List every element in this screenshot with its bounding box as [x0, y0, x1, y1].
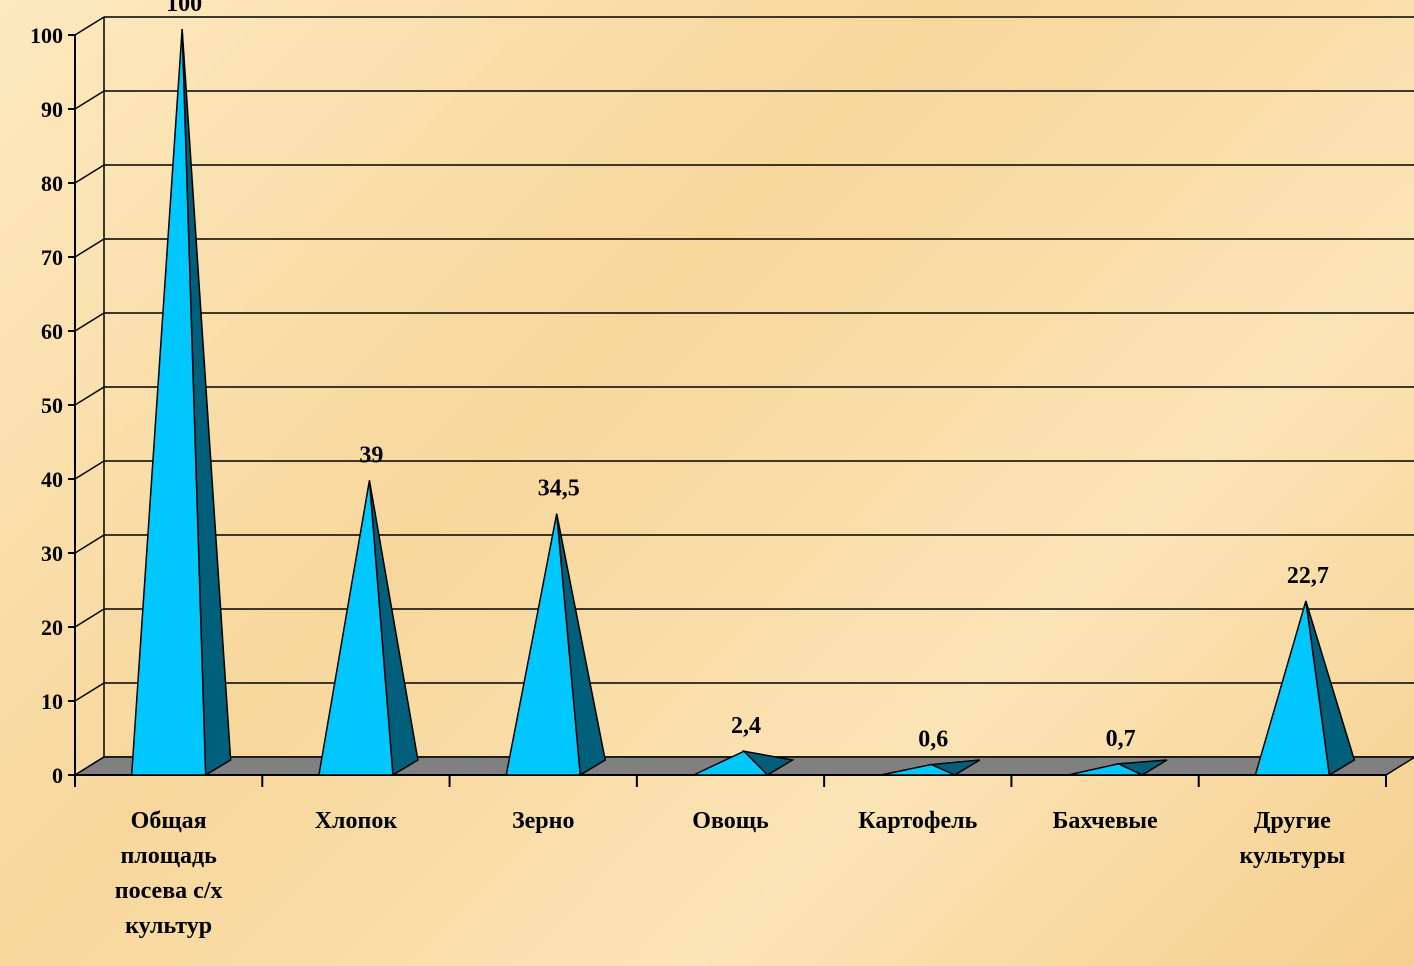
grid-diagonal [74, 386, 105, 406]
grid-diagonal [74, 312, 105, 332]
category-label: Хлопок [315, 808, 398, 834]
category-label: Овощь [692, 808, 769, 834]
category-label: Зерно [512, 808, 575, 834]
data-label: 0,6 [918, 727, 948, 753]
category-label-line: посева с/х [115, 878, 223, 904]
category-label: Картофель [858, 808, 977, 834]
grid-diagonal [74, 608, 105, 628]
cone-front [130, 28, 207, 776]
y-tick-label: 60 [41, 319, 63, 344]
category-label-line: Зерно [512, 808, 575, 834]
y-tick-label: 10 [41, 689, 63, 714]
category-label: Другие культуры [1240, 808, 1346, 869]
category-label-line: Овощь [692, 808, 769, 834]
y-tick-label: 40 [41, 467, 63, 492]
cone-front [1254, 600, 1331, 776]
category-label-line: площадь [120, 843, 217, 869]
category-label-line: Другие [1254, 808, 1331, 834]
grid-diagonal [74, 682, 105, 702]
y-tick-label: 70 [41, 245, 63, 270]
category-label-line: культуры [1240, 843, 1346, 869]
cone-front [1067, 763, 1143, 776]
grid-diagonal [74, 16, 105, 36]
data-label: 2,4 [731, 713, 761, 739]
category-label: Бахчевые [1052, 808, 1158, 834]
category-label-line: Бахчевые [1052, 808, 1158, 834]
data-label: 0,7 [1106, 726, 1136, 752]
category-label-line: Картофель [858, 808, 977, 834]
grid-diagonal [74, 164, 105, 184]
cone-front [505, 513, 582, 776]
cone-front [693, 750, 770, 776]
y-tick-label: 30 [41, 541, 63, 566]
grid-diagonal [74, 90, 105, 110]
cone-front [880, 763, 956, 776]
data-label: 22,7 [1287, 563, 1329, 589]
category-label-line: Общая [131, 808, 207, 834]
data-label: 100 [166, 0, 202, 17]
y-tick-label: 20 [41, 615, 63, 640]
y-tick-label: 90 [41, 97, 63, 122]
grid-diagonal [74, 460, 105, 480]
category-label: Общая площадь посева с/х культур [115, 808, 223, 939]
data-label: 39 [359, 442, 383, 468]
y-tick-label: 50 [41, 393, 63, 418]
grid-diagonal [74, 238, 105, 258]
grid-diagonal [74, 534, 105, 554]
y-tick-label: 0 [52, 763, 63, 788]
category-label-line: Хлопок [315, 808, 398, 834]
cone-front [318, 480, 394, 776]
y-tick-label: 100 [30, 23, 63, 48]
category-label-line: культур [125, 913, 212, 939]
data-label: 34,5 [538, 476, 580, 502]
y-tick-label: 80 [41, 171, 63, 196]
